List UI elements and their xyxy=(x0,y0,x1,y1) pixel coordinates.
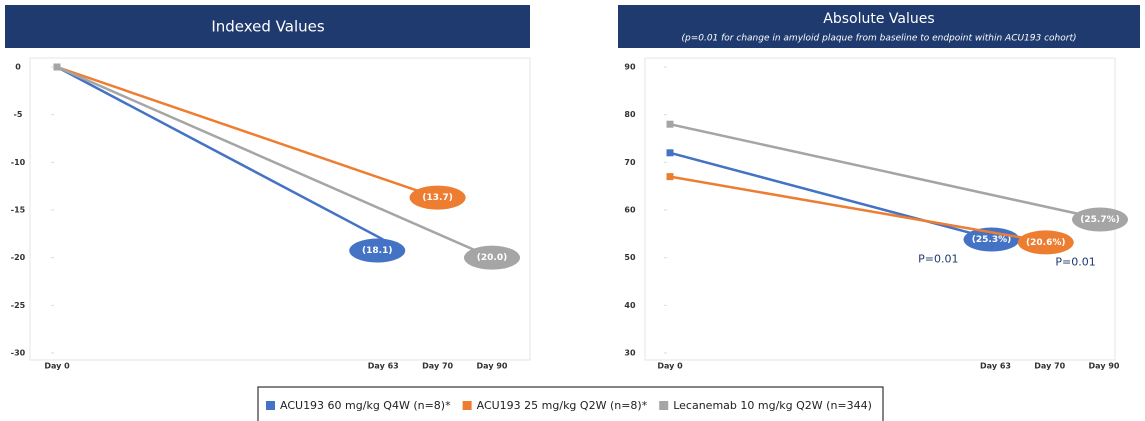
y-tick-label: -30 xyxy=(11,349,26,358)
y-tick-label: 70 xyxy=(624,158,636,167)
y-tick-label: -5 xyxy=(14,110,23,119)
y-tick-label: 50 xyxy=(624,253,636,262)
y-tick-label: 0 xyxy=(15,63,21,72)
series-line xyxy=(669,151,996,241)
x-tick-label: Day 90 xyxy=(477,362,508,371)
y-tick-label: 90 xyxy=(624,63,636,72)
legend-swatch xyxy=(266,401,275,410)
legend-label: ACU193 60 mg/kg Q4W (n=8)* xyxy=(280,399,451,412)
x-tick-label: Day 63 xyxy=(368,362,399,371)
y-tick-label: -25 xyxy=(11,301,26,310)
x-tick-label: Day 0 xyxy=(657,362,683,371)
plot-frame xyxy=(29,57,531,361)
data-label: (20.0) xyxy=(477,253,507,263)
series-line xyxy=(56,65,439,199)
legend-box xyxy=(257,386,884,421)
p-label: P=0.01 xyxy=(1055,255,1095,268)
legend: ACU193 60 mg/kg Q4W (n=8)* ACU193 25 mg/k… xyxy=(266,399,872,412)
plot-frame xyxy=(644,57,1116,361)
point-marker xyxy=(666,120,674,128)
header-right xyxy=(618,5,1140,48)
chart-title: Indexed Values xyxy=(211,18,325,36)
label-oval xyxy=(1072,207,1128,232)
series-line xyxy=(669,122,1105,221)
chart-title: Absolute Values xyxy=(823,11,934,27)
legend-swatch xyxy=(462,401,472,410)
x-tick-label: Day 70 xyxy=(1034,362,1065,371)
p-label: P=0.01 xyxy=(918,253,958,266)
x-tick-label: Day 70 xyxy=(422,362,453,371)
y-tick-label: 30 xyxy=(624,349,636,358)
chart-subtitle: (p=0.01 for change in amyloid plaque fro… xyxy=(681,34,1076,44)
x-tick-label: Day 0 xyxy=(44,362,70,371)
series-line xyxy=(669,175,1050,244)
y-tick-label: -10 xyxy=(11,158,26,167)
change-label: (25.7%) xyxy=(1080,215,1119,225)
x-tick-label: Day 90 xyxy=(1089,362,1120,371)
legend-label: Lecanemab 10 mg/kg Q2W (n=344) xyxy=(673,399,872,412)
change-label: (20.6%) xyxy=(1026,238,1065,248)
series-line xyxy=(56,65,384,241)
legend-label: ACU193 25 mg/kg Q2W (n=8)* xyxy=(477,399,648,412)
point-marker xyxy=(666,173,674,181)
data-label: (13.7) xyxy=(422,193,452,203)
change-label: (25.3%) xyxy=(972,235,1011,245)
point-marker xyxy=(53,63,61,71)
header-left xyxy=(5,5,530,48)
label-oval xyxy=(1017,230,1074,255)
label-oval xyxy=(349,238,406,263)
legend-swatch xyxy=(659,401,669,410)
data-label: (18.1) xyxy=(362,246,392,256)
y-tick-label: 80 xyxy=(624,110,636,119)
point-marker xyxy=(666,149,674,157)
y-tick-label: 60 xyxy=(624,206,636,215)
y-tick-label: -15 xyxy=(11,206,26,215)
y-tick-label: 40 xyxy=(624,301,636,310)
x-tick-label: Day 63 xyxy=(980,362,1011,371)
y-tick-label: -20 xyxy=(11,253,26,262)
label-oval xyxy=(409,185,466,210)
label-oval xyxy=(464,245,520,270)
series-line xyxy=(56,65,493,259)
